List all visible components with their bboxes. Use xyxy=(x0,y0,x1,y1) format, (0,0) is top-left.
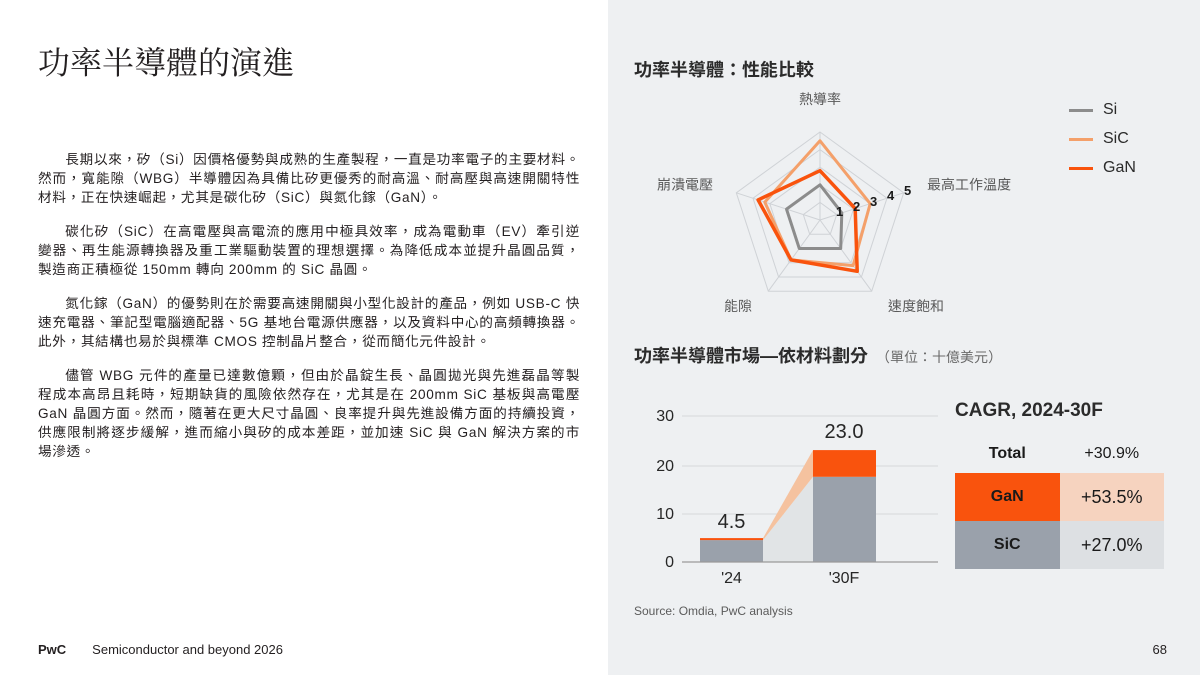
svg-text:10: 10 xyxy=(656,506,674,523)
svg-text:1: 1 xyxy=(836,204,843,219)
svg-text:速度飽和: 速度飽和 xyxy=(888,298,944,314)
svg-text:'24: '24 xyxy=(721,570,742,587)
svg-text:3: 3 xyxy=(870,194,877,209)
svg-text:最高工作溫度: 最高工作溫度 xyxy=(927,177,1011,193)
svg-text:20: 20 xyxy=(656,458,674,475)
svg-text:4.5: 4.5 xyxy=(718,511,746,533)
svg-text:0: 0 xyxy=(665,554,674,571)
svg-text:能隙: 能隙 xyxy=(724,298,752,314)
svg-text:30: 30 xyxy=(656,408,674,425)
svg-text:5: 5 xyxy=(904,183,911,198)
svg-text:2: 2 xyxy=(853,199,860,214)
svg-text:4: 4 xyxy=(887,188,895,203)
svg-text:熱導率: 熱導率 xyxy=(799,91,841,107)
svg-text:'30F: '30F xyxy=(829,570,860,587)
svg-text:崩潰電壓: 崩潰電壓 xyxy=(657,177,713,193)
svg-text:23.0: 23.0 xyxy=(825,421,864,443)
